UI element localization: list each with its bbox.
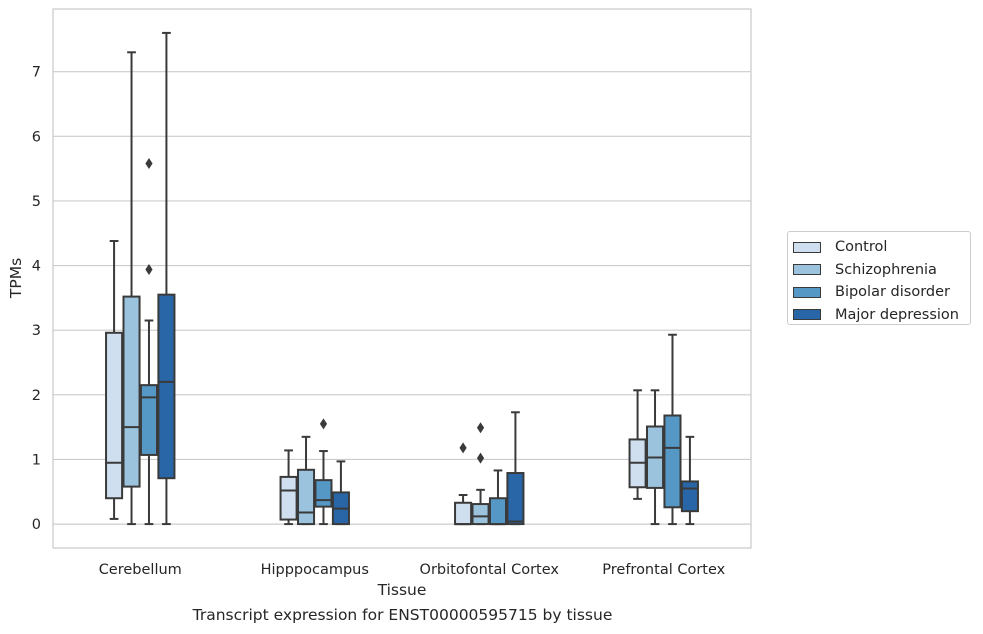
box-iqr bbox=[314, 479, 333, 508]
legend-label: Major depression bbox=[835, 306, 959, 323]
x-axis-title: Tissue bbox=[377, 581, 427, 599]
box-cerebellum bbox=[139, 157, 159, 526]
box-iqr bbox=[122, 295, 141, 488]
legend-swatch bbox=[793, 241, 821, 253]
legend: Control Schizophrenia Bipolar disorder Majo… bbox=[787, 231, 971, 325]
box-iqr bbox=[279, 475, 298, 521]
outlier-point bbox=[476, 452, 485, 464]
x-axis-ticks: Cerebellum Hipppocampus Orbitofontal Corte… bbox=[99, 562, 726, 578]
box-cerebellum bbox=[157, 31, 176, 526]
plot-area-frame bbox=[52, 8, 752, 549]
legend-swatch bbox=[793, 309, 821, 321]
legend-label: Control bbox=[835, 239, 888, 256]
box-prefrontal-cortex bbox=[663, 333, 682, 526]
series-schizophrenia bbox=[122, 51, 665, 526]
y-tick-label: 4 bbox=[32, 259, 41, 275]
box-prefrontal-cortex bbox=[645, 389, 665, 526]
outlier-point bbox=[319, 418, 328, 430]
box-iqr bbox=[157, 293, 176, 480]
box-hipppocampus bbox=[314, 418, 333, 526]
y-tick-label: 5 bbox=[32, 194, 41, 210]
y-axis-ticks: 0 1 2 3 4 5 6 7 bbox=[32, 65, 41, 533]
legend-item: Major depression bbox=[793, 304, 970, 327]
box-hipppocampus bbox=[296, 435, 316, 526]
box-iqr bbox=[296, 468, 316, 526]
box-prefrontal-cortex bbox=[680, 435, 699, 526]
legend-label: Bipolar disorder bbox=[835, 284, 950, 301]
x-tick-label: Cerebellum bbox=[99, 562, 182, 578]
box-iqr bbox=[454, 501, 473, 526]
outlier-point bbox=[459, 442, 467, 454]
series-control bbox=[105, 240, 647, 526]
outlier-point bbox=[145, 263, 153, 275]
y-tick-label: 0 bbox=[32, 517, 41, 533]
series-major-depression bbox=[157, 31, 699, 526]
legend-label: Schizophrenia bbox=[835, 261, 937, 278]
x-tick-label: Hipppocampus bbox=[261, 562, 369, 578]
box-iqr bbox=[506, 472, 525, 526]
y-tick-label: 3 bbox=[32, 323, 41, 339]
legend-item: Schizophrenia bbox=[793, 259, 970, 282]
x-tick-label: Orbitofontal Cortex bbox=[420, 562, 560, 578]
box-cerebellum bbox=[105, 240, 124, 520]
y-tick-label: 7 bbox=[32, 65, 41, 81]
box-prefrontal-cortex bbox=[628, 389, 647, 500]
series-bipolar-disorder bbox=[139, 157, 682, 526]
box-iqr bbox=[139, 384, 159, 456]
legend-item: Bipolar disorder bbox=[793, 281, 970, 304]
outlier-point bbox=[145, 157, 153, 169]
box-series bbox=[105, 31, 699, 526]
box-cerebellum bbox=[122, 51, 141, 526]
box-orbitofontal-cortex bbox=[454, 442, 473, 526]
box-iqr bbox=[680, 480, 699, 513]
outlier-point bbox=[476, 422, 485, 434]
box-orbitofontal-cortex bbox=[471, 422, 490, 526]
legend-item: Control bbox=[793, 236, 970, 259]
y-tick-label: 6 bbox=[32, 129, 41, 145]
box-iqr bbox=[488, 497, 508, 526]
y-tick-label: 1 bbox=[32, 452, 41, 468]
x-tick-label: Prefrontal Cortex bbox=[602, 562, 725, 578]
y-axis-title: TPMs bbox=[7, 258, 25, 299]
box-iqr bbox=[663, 414, 682, 509]
box-iqr bbox=[105, 331, 124, 500]
box-hipppocampus bbox=[279, 449, 298, 526]
box-hipppocampus bbox=[331, 460, 350, 526]
legend-swatch bbox=[793, 264, 821, 276]
legend-swatch bbox=[793, 286, 821, 298]
box-orbitofontal-cortex bbox=[506, 411, 525, 526]
y-tick-label: 2 bbox=[32, 388, 41, 404]
box-orbitofontal-cortex bbox=[488, 469, 508, 526]
figure-caption: Transcript expression for ENST0000059571… bbox=[192, 606, 613, 624]
box-iqr bbox=[471, 503, 490, 526]
